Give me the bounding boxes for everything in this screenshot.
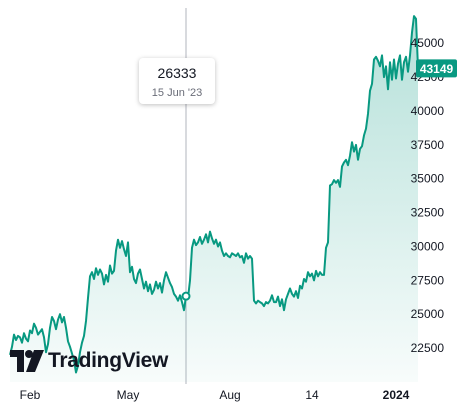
y-tick-label: 22500 — [411, 341, 445, 355]
x-tick-label: 14 — [305, 388, 319, 402]
y-tick-label: 45000 — [411, 36, 445, 50]
crosshair-tooltip: 26333 15 Jun '23 — [139, 58, 215, 104]
y-tick-label: 40000 — [411, 104, 445, 118]
x-tick-label: 2024 — [383, 388, 410, 402]
y-tick-label: 30000 — [411, 239, 445, 253]
x-tick-label: Feb — [20, 388, 41, 402]
y-axis: 22500 25000 27500 30000 32500 35000 37500 40000… — [411, 36, 445, 355]
x-axis: Feb May Aug 14 2024 — [20, 388, 410, 402]
price-area — [10, 16, 418, 382]
tradingview-logo-icon — [10, 350, 44, 372]
price-line — [9, 15, 419, 374]
x-tick-label: Aug — [219, 388, 240, 402]
tradingview-logo[interactable]: TradingView — [10, 349, 168, 373]
x-tick-label: May — [117, 388, 140, 402]
tooltip-value: 26333 — [157, 65, 197, 81]
last-price-label: 43149 — [416, 59, 457, 78]
last-price-badge — [416, 59, 457, 78]
y-tick-label: 25000 — [411, 307, 445, 321]
crosshair-marker — [181, 291, 191, 301]
y-tick-label: 35000 — [411, 172, 445, 186]
last-price-text: 43149 — [420, 62, 454, 76]
y-tick-label: 37500 — [411, 138, 445, 152]
y-tick-label: 27500 — [411, 273, 445, 287]
tooltip-date: 15 Jun '23 — [151, 87, 203, 99]
tradingview-logo-text: TradingView — [48, 349, 169, 372]
y-tick-label: 32500 — [411, 206, 445, 220]
